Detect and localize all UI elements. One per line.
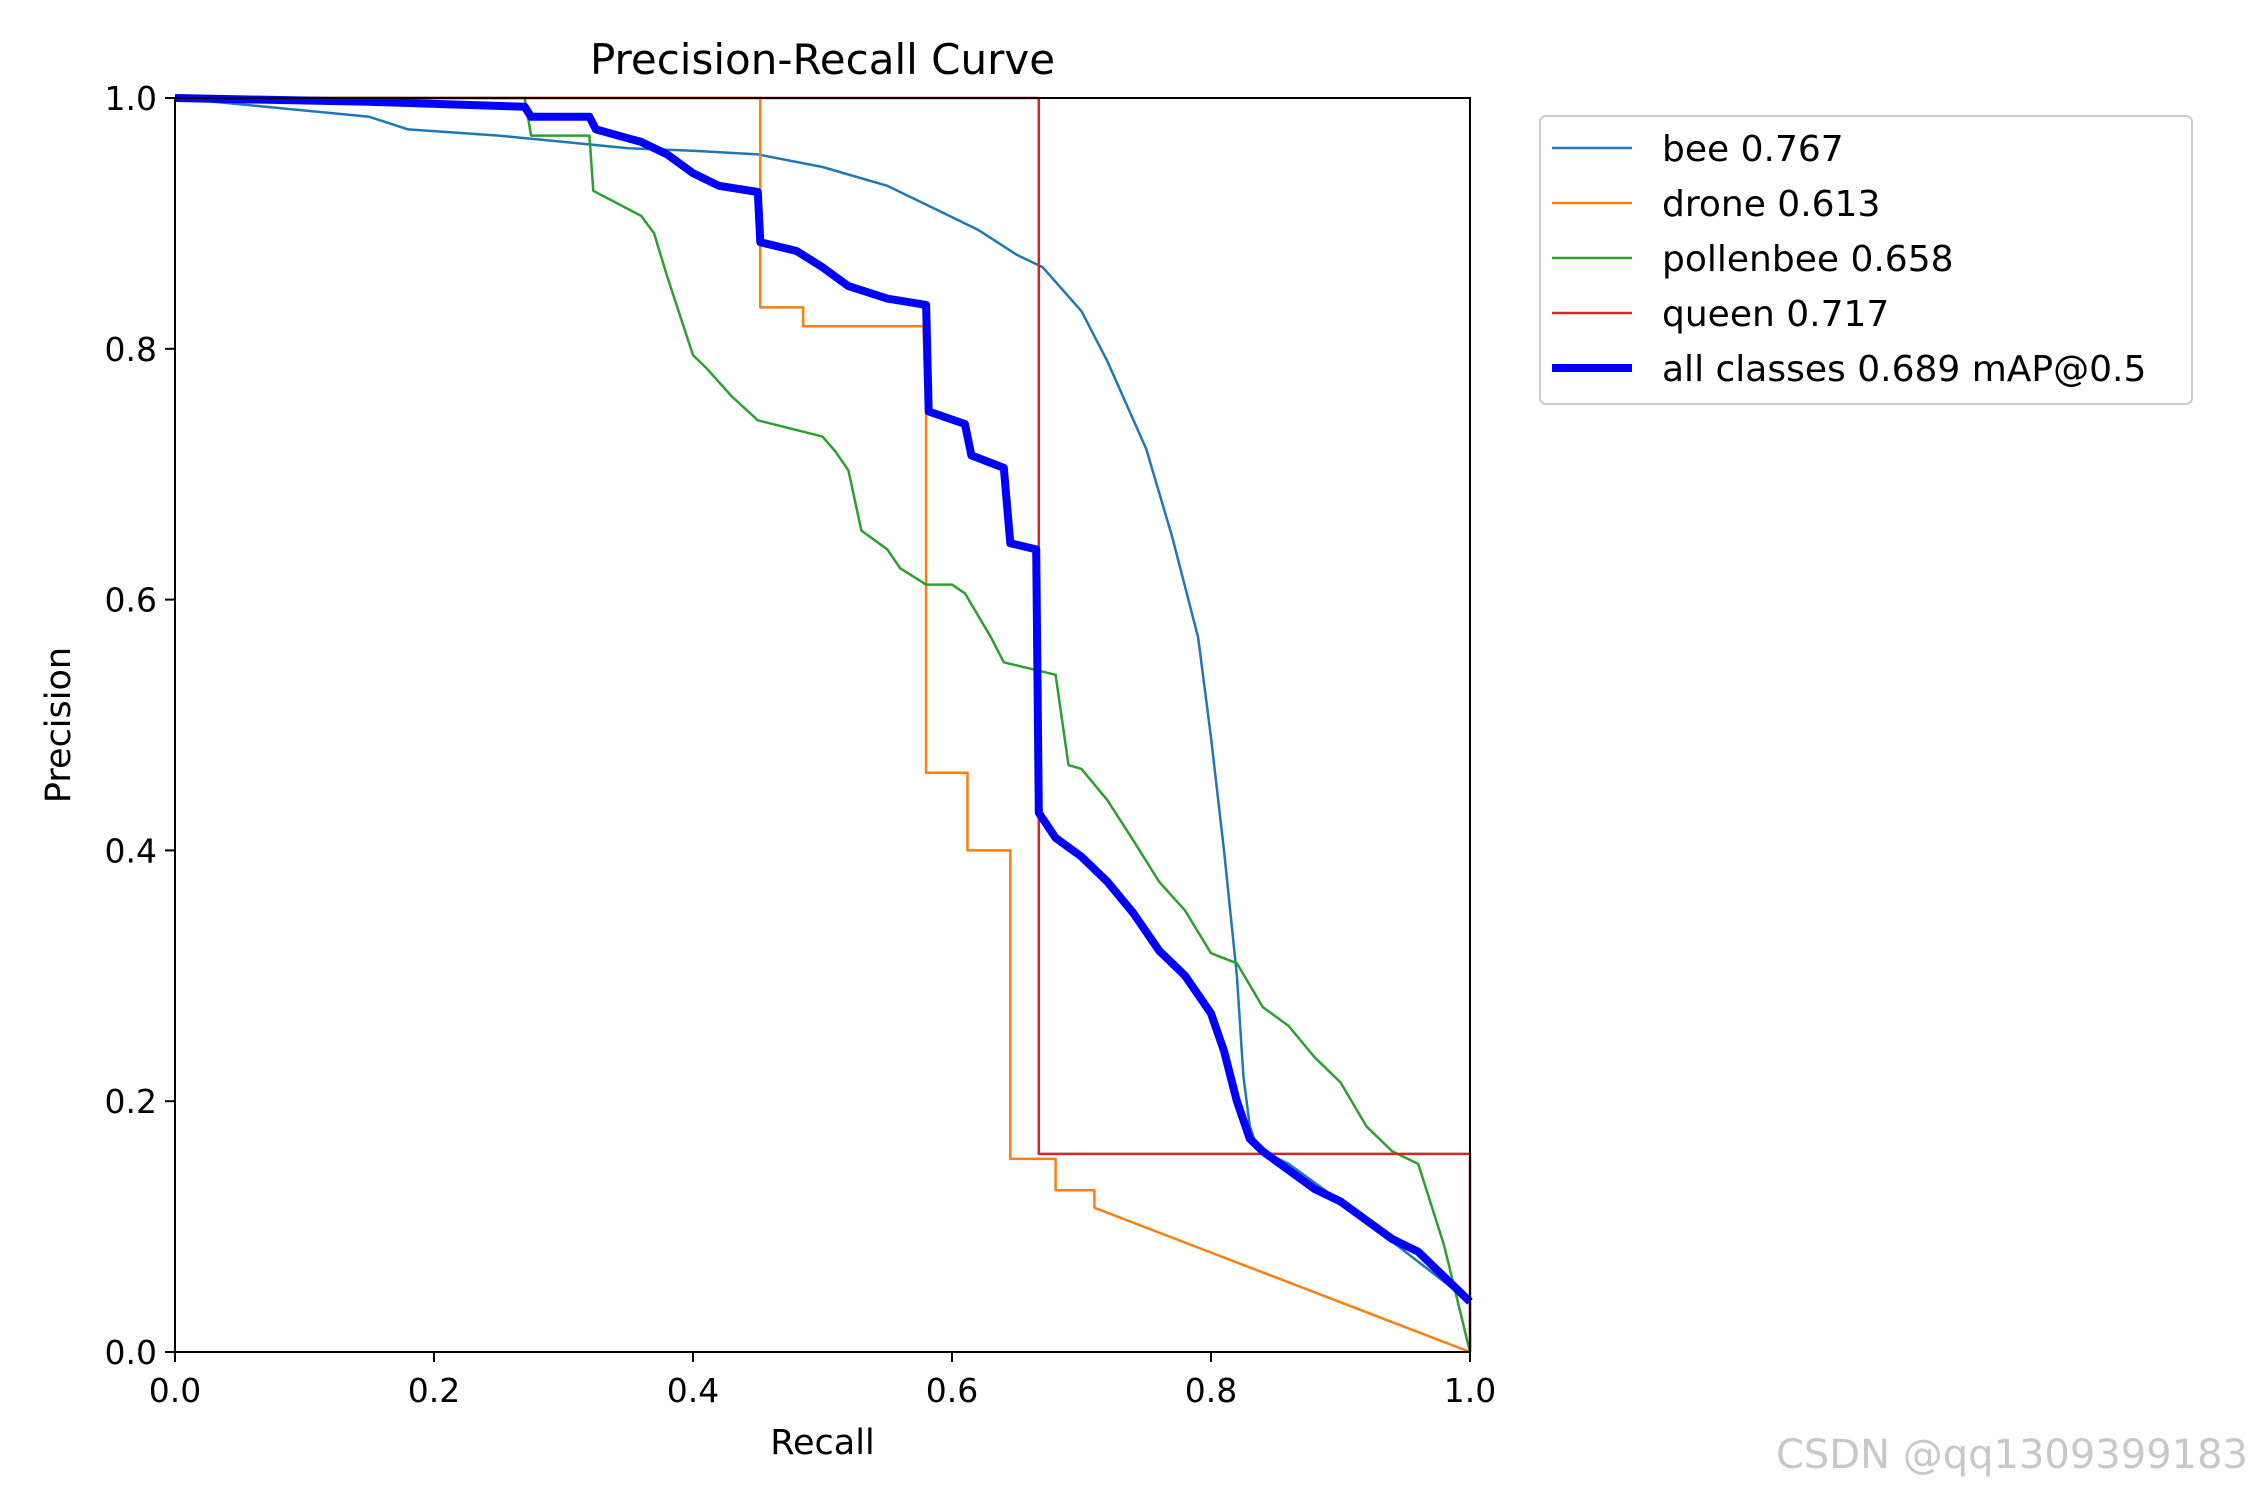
watermark-text: CSDN @qq1309399183 <box>1775 1432 2248 1478</box>
y-axis-title: Precision <box>39 647 79 803</box>
y-tick-label: 0.8 <box>105 330 157 369</box>
x-tick-label: 0.4 <box>667 1371 719 1410</box>
y-tick-label: 0.4 <box>105 831 157 870</box>
series-line-all-classes <box>174 94 1473 1305</box>
x-tick-label: 0.0 <box>149 1371 201 1410</box>
y-tick-label: 0.6 <box>105 581 157 620</box>
series-line-drone <box>175 96 1471 1354</box>
tick-layer: 0.0 0.2 0.4 0.6 0.8 1.0 0.0 0.2 0.4 0.6 0.8 1.0 <box>105 79 1497 1410</box>
legend-items: bee 0.767 drone 0.613 pollenbee 0.658 queen… <box>1552 129 2146 390</box>
x-tick-label: 1.0 <box>1444 1371 1496 1410</box>
y-tick-label: 0.0 <box>105 1333 157 1372</box>
x-tick-label: 0.8 <box>1185 1371 1237 1410</box>
legend-label-pollenbee: pollenbee 0.658 <box>1662 239 1954 280</box>
x-tick-label: 0.6 <box>926 1371 978 1410</box>
chart-title: Precision-Recall Curve <box>590 35 1055 84</box>
series-line-pollenbee <box>175 96 1472 1353</box>
legend-label-all-classes: all classes 0.689 mAP@0.5 <box>1662 349 2146 390</box>
legend-label-bee: bee 0.767 <box>1662 129 1844 170</box>
y-tick-label: 1.0 <box>105 79 157 118</box>
plot-frame <box>174 97 1471 1353</box>
legend-label-queen: queen 0.717 <box>1662 294 1889 335</box>
legend-box <box>1539 115 2193 405</box>
x-axis-title: Recall <box>770 1423 874 1463</box>
legend: bee 0.767 drone 0.613 pollenbee 0.658 queen… <box>1539 115 2193 405</box>
legend-label-drone: drone 0.613 <box>1662 184 1880 225</box>
x-tick-label: 0.2 <box>408 1371 460 1410</box>
y-tick-label: 0.2 <box>105 1082 157 1121</box>
